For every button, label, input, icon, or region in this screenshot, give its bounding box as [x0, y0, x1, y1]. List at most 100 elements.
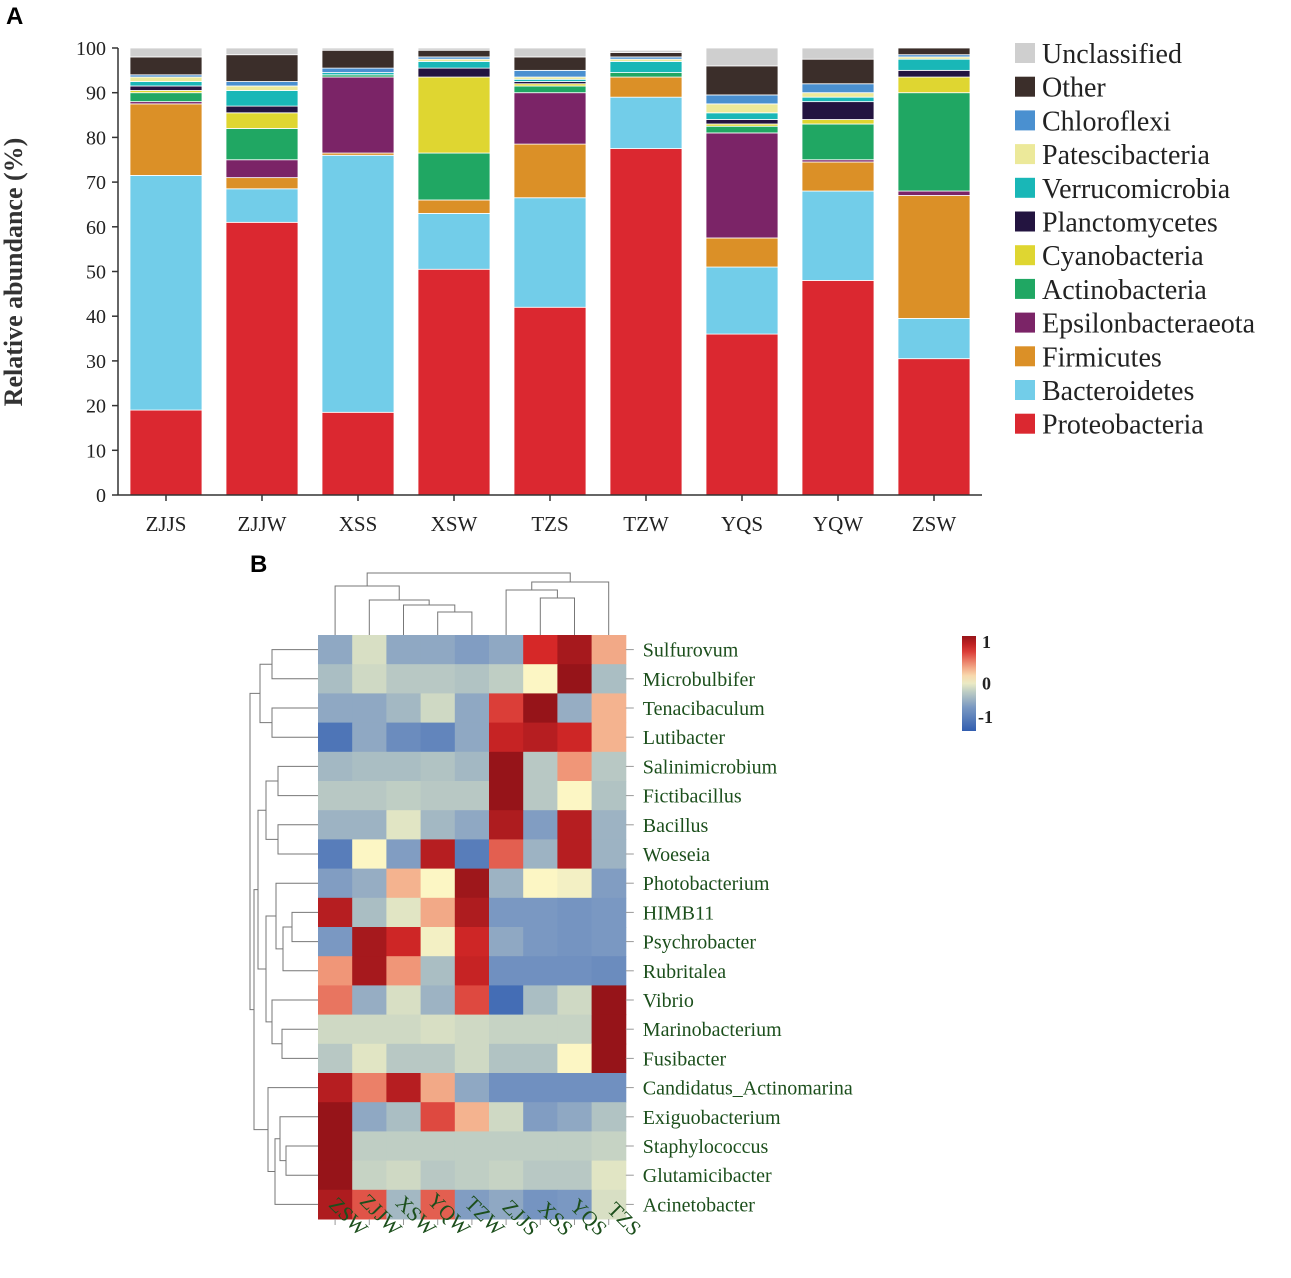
heatmap-cell-photobacterium-tzw: [454, 868, 490, 899]
heatmap-cell-rubritalea-yqw: [420, 956, 456, 986]
bar-segment-yqw-patescibacteria: [801, 92, 875, 98]
bar-segment-yqw-unclassified: [801, 47, 875, 60]
heatmap-cell-staphylococcus-zsw: [318, 1131, 353, 1162]
heatmap-cell-himb11-xss: [523, 897, 558, 928]
heatmap-cell-salinimicrobium-tzs: [591, 751, 627, 782]
x-tick-label-yqw: YQW: [813, 512, 863, 536]
heatmap-cell-staphylococcus-xss: [523, 1131, 558, 1162]
heatmap-cell-exiguobacterium-xss: [523, 1102, 558, 1132]
heatmap-cell-photobacterium-zsw: [318, 868, 353, 899]
heatmap-cell-acinetobacter-tzs: [591, 1189, 627, 1220]
heatmap-cell-lutibacter-tzs: [591, 722, 627, 753]
bar-segment-zsw-planctomycetes: [897, 69, 971, 78]
heatmap-cell-woeseia-tzs: [591, 839, 627, 870]
heatmap-cell-himb11-yqw: [420, 897, 456, 928]
bar-area: [129, 47, 971, 496]
heatmap-cell-vibrio-yqs: [557, 985, 593, 1016]
heatmap-cell-tenacibaculum-zjjw: [352, 693, 387, 724]
color-scale-bar: [962, 636, 976, 731]
row-dendrogram-branch: [265, 780, 278, 840]
heatmap-cell-rubritalea-zjjw: [352, 956, 387, 986]
row-dendrogram-branch: [281, 1028, 318, 1059]
heatmap-cell-bacillus-tzw: [454, 810, 490, 840]
bar-segment-xsw-verrucomicrobia: [417, 61, 491, 69]
heatmap-cell-sulfurovum-xsw: [386, 635, 422, 665]
heatmap-cell-bacillus-xsw: [386, 810, 422, 840]
heatmap-cell-photobacterium-zjjs: [489, 868, 524, 899]
heatmap-cell-staphylococcus-yqw: [420, 1131, 456, 1162]
heatmap-cell-marinobacterium-xss: [523, 1014, 558, 1045]
bar-segment-xsw-planctomycetes: [417, 67, 491, 78]
row-dendrogram-branch: [257, 809, 266, 970]
y-tick-label: 50: [86, 262, 106, 284]
row-label-marinobacterium: Marinobacterium: [643, 1019, 782, 1041]
heatmap-cell-psychrobacter-xsw: [386, 927, 422, 957]
bar-segment-yqs-other: [705, 65, 779, 96]
bar-segment-zsw-firmicutes: [897, 195, 971, 319]
heatmap-cell-glutamicibacter-zjjw: [352, 1160, 387, 1191]
bar-segment-zjjs-firmicutes: [129, 103, 203, 176]
legend-label-cyanobacteria: Cyanobacteria: [1042, 241, 1204, 272]
column-dendrogram-branch: [437, 611, 473, 635]
bar-segment-zjjs-unclassified: [129, 47, 203, 58]
bar-segment-zjjw-chloroflexi: [225, 81, 299, 87]
bar-segment-yqw-chloroflexi: [801, 83, 875, 94]
y-tick-label: 0: [96, 485, 106, 507]
heatmap-cell-lutibacter-yqs: [557, 722, 593, 753]
bar-segment-tzw-other: [609, 52, 683, 58]
bar-segment-zjjs-bacteroidetes: [129, 174, 203, 411]
heatmap-cell-sulfurovum-yqs: [557, 635, 593, 665]
legend-label-unclassified: Unclassified: [1042, 39, 1182, 70]
heatmap-cell-vibrio-xsw: [386, 985, 422, 1016]
heatmap-cell-staphylococcus-xsw: [386, 1131, 422, 1162]
row-label-vibrio: Vibrio: [643, 990, 694, 1012]
legend-swatch-firmicutes: [1015, 346, 1035, 367]
y-tick-label: 10: [86, 440, 106, 462]
scale-label-max: 1: [982, 632, 991, 652]
heatmap-cell-candidatus-actinomarina-zsw: [318, 1073, 353, 1103]
y-tick-label: 40: [86, 306, 106, 328]
bar-segment-xsw-proteobacteria: [417, 268, 491, 496]
bar-segment-tzs-chloroflexi: [513, 69, 587, 78]
legend-label-planctomycetes: Planctomycetes: [1042, 208, 1218, 239]
heatmap-cell-glutamicibacter-zjjs: [489, 1160, 524, 1191]
bar-segment-zjjw-verrucomicrobia: [225, 90, 299, 107]
bar-segment-xss-bacteroidetes: [321, 154, 395, 413]
heatmap-cell-fictibacillus-zjjw: [352, 781, 387, 811]
bar-segment-tzw-verrucomicrobia: [609, 61, 683, 73]
heatmap-cell-sulfurovum-zsw: [318, 635, 353, 665]
heatmap-cell-fusibacter-zjjw: [352, 1043, 387, 1074]
heatmap-cell-acinetobacter-tzw: [454, 1189, 490, 1220]
heatmap-cell-woeseia-xss: [523, 839, 558, 870]
heatmap-cell-salinimicrobium-zjjs: [489, 751, 524, 782]
column-dendrogram: [334, 572, 610, 635]
bar-segment-yqs-actinobacteria: [705, 125, 779, 134]
bar-segment-zjjw-unclassified: [225, 47, 299, 56]
heatmap-cell-woeseia-tzw: [454, 839, 490, 870]
bar-segment-xsw-firmicutes: [417, 199, 491, 214]
heatmap-cell-vibrio-yqw: [420, 985, 456, 1016]
heatmap-cell-psychrobacter-zsw: [318, 927, 353, 957]
heatmap-cell-marinobacterium-yqs: [557, 1014, 593, 1045]
legend-swatch-patescibacteria: [1015, 144, 1035, 165]
heatmap-cell-psychrobacter-zjjw: [352, 927, 387, 957]
heatmap-cell-staphylococcus-zjjs: [489, 1131, 524, 1162]
heatmap-cell-woeseia-zjjs: [489, 839, 524, 870]
panel-b-label: B: [250, 551, 267, 578]
heatmap-cell-himb11-zjjs: [489, 897, 524, 928]
column-dendrogram-root: [366, 572, 571, 586]
heatmap-cell-fusibacter-yqs: [557, 1043, 593, 1074]
heatmap-cell-tenacibaculum-yqs: [557, 693, 593, 724]
y-tick-label: 70: [86, 172, 106, 194]
bar-segment-zjjw-actinobacteria: [225, 128, 299, 161]
bar-segment-zsw-proteobacteria: [897, 358, 971, 496]
bar-segment-yqw-verrucomicrobia: [801, 96, 875, 103]
bar-segment-tzs-bacteroidetes: [513, 197, 587, 308]
heatmap-cell-rubritalea-zsw: [318, 956, 353, 986]
heatmap-cell-lutibacter-zsw: [318, 722, 353, 753]
bar-segment-xss-epsilonbacteraeota: [321, 76, 395, 154]
x-tick-label-xsw: XSW: [431, 512, 478, 536]
heatmap-cell-exiguobacterium-zsw: [318, 1102, 353, 1132]
bar-segment-zsw-actinobacteria: [897, 92, 971, 192]
legend-label-patescibacteria: Patescibacteria: [1042, 140, 1210, 171]
